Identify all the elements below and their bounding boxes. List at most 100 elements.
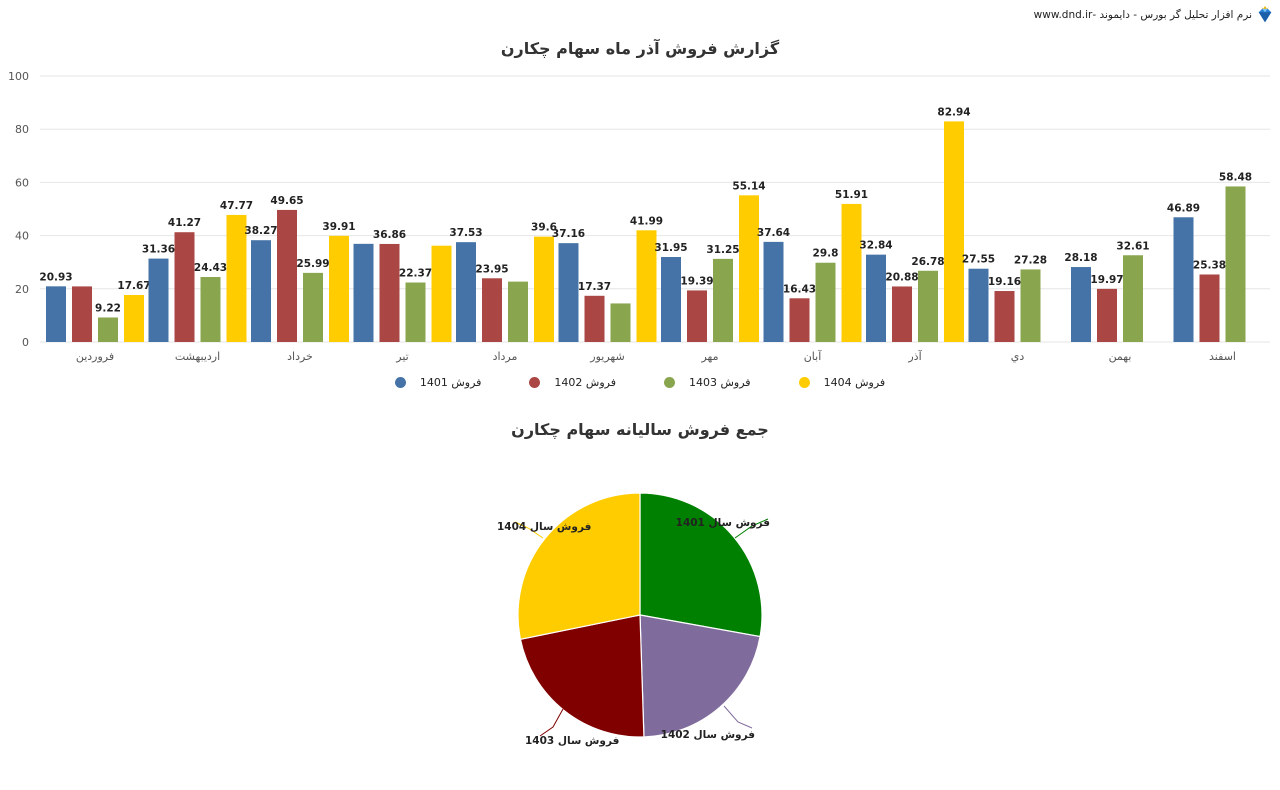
bar[interactable] bbox=[892, 286, 912, 342]
x-category-label: دي bbox=[1011, 350, 1025, 363]
bar[interactable] bbox=[636, 230, 657, 342]
bar[interactable] bbox=[251, 240, 271, 342]
bar-value-label: 23.95 bbox=[475, 263, 508, 275]
bar[interactable] bbox=[46, 286, 66, 342]
bar[interactable] bbox=[72, 286, 92, 342]
bar[interactable] bbox=[98, 317, 118, 342]
bar[interactable] bbox=[174, 232, 195, 342]
bar-value-label: 37.64 bbox=[757, 227, 790, 239]
bar-value-label: 26.78 bbox=[911, 256, 944, 268]
x-category-label: خرداد bbox=[287, 350, 313, 363]
pie-slice-label: فروش سال 1401 bbox=[676, 517, 770, 529]
bar[interactable] bbox=[200, 277, 221, 342]
x-category-label: آبان bbox=[804, 349, 822, 363]
y-tick-label: 40 bbox=[15, 230, 29, 243]
bar[interactable] bbox=[456, 242, 476, 342]
pie-slice[interactable] bbox=[639, 492, 763, 638]
bar-value-label: 9.22 bbox=[95, 302, 121, 314]
pie-slice-label: فروش سال 1404 bbox=[497, 521, 591, 533]
bar[interactable] bbox=[713, 258, 733, 342]
legend-label: فروش 1402 bbox=[554, 376, 616, 389]
x-category-label: اردیبهشت bbox=[175, 350, 220, 363]
bar[interactable] bbox=[558, 243, 579, 342]
bar[interactable] bbox=[815, 262, 836, 342]
bar[interactable] bbox=[1199, 274, 1220, 342]
bar[interactable] bbox=[303, 272, 323, 342]
bar[interactable] bbox=[1020, 269, 1041, 342]
bar-value-label: 39.6 bbox=[531, 222, 557, 234]
bar[interactable] bbox=[482, 278, 502, 342]
legend-label: فروش 1404 bbox=[823, 376, 886, 389]
bar-value-label: 36.86 bbox=[373, 229, 406, 241]
bar-value-label: 20.93 bbox=[39, 271, 72, 283]
bar-value-label: 47.77 bbox=[220, 200, 253, 212]
bar-chart-title: گزارش فروش آذر ماه سهام چکارن bbox=[500, 39, 780, 58]
legend-dot-icon bbox=[664, 377, 675, 388]
bar-value-label: 22.37 bbox=[399, 267, 432, 279]
bar[interactable] bbox=[866, 254, 886, 342]
bar[interactable] bbox=[918, 270, 938, 342]
bar-value-label: 19.97 bbox=[1090, 274, 1123, 286]
bar-value-label: 16.43 bbox=[783, 283, 816, 295]
bar[interactable] bbox=[610, 303, 631, 342]
legend-dot-icon bbox=[798, 377, 810, 388]
pie-slice[interactable] bbox=[517, 492, 641, 641]
bar-value-label: 29.8 bbox=[813, 248, 839, 260]
bar[interactable] bbox=[353, 243, 374, 342]
bar[interactable] bbox=[789, 298, 810, 342]
bar-value-label: 19.39 bbox=[680, 275, 713, 287]
bar[interactable] bbox=[687, 290, 707, 342]
bar[interactable] bbox=[994, 291, 1015, 342]
bar[interactable] bbox=[508, 281, 528, 342]
bar[interactable] bbox=[968, 268, 989, 342]
y-tick-label: 0 bbox=[22, 336, 29, 349]
pie-chart-title: جمع فروش سالیانه سهام چکارن bbox=[511, 420, 769, 439]
legend-dot-icon bbox=[394, 377, 406, 388]
bar-value-label: 17.37 bbox=[578, 281, 611, 293]
pie-slice[interactable] bbox=[639, 614, 761, 738]
bar[interactable] bbox=[124, 294, 144, 342]
bar-value-label: 46.89 bbox=[1167, 202, 1200, 214]
bar[interactable] bbox=[841, 203, 862, 342]
bar[interactable] bbox=[379, 243, 400, 342]
legend-dot-icon bbox=[529, 377, 541, 388]
legend-item[interactable]: فروش 1401 bbox=[394, 376, 482, 389]
bar-value-label: 39.91 bbox=[322, 221, 355, 233]
bar[interactable] bbox=[405, 282, 426, 342]
bar[interactable] bbox=[763, 241, 784, 342]
legend-item[interactable]: فروش 1403 bbox=[664, 376, 751, 389]
bar[interactable] bbox=[534, 236, 554, 342]
bar-value-label: 27.55 bbox=[962, 254, 995, 266]
bar[interactable] bbox=[661, 257, 681, 342]
bar[interactable] bbox=[1225, 186, 1246, 342]
bar[interactable] bbox=[584, 295, 605, 342]
bar-value-label: 31.95 bbox=[654, 242, 687, 254]
bar[interactable] bbox=[277, 209, 297, 342]
legend-item[interactable]: فروش 1404 bbox=[798, 376, 886, 389]
bar-value-label: 49.65 bbox=[270, 195, 303, 207]
bar[interactable] bbox=[1173, 217, 1194, 342]
pie-leader-line bbox=[539, 708, 564, 737]
bar[interactable] bbox=[148, 258, 169, 342]
pie-leader-line bbox=[734, 518, 769, 539]
bar[interactable] bbox=[1123, 255, 1143, 342]
bar[interactable] bbox=[226, 214, 247, 342]
bar[interactable] bbox=[431, 245, 452, 342]
pie-slice-label: فروش سال 1403 bbox=[525, 735, 619, 747]
bar[interactable] bbox=[739, 195, 759, 342]
bar[interactable] bbox=[1097, 288, 1117, 342]
brand-text: نرم افزار تحلیل گر بورس - دایموند -www.d… bbox=[1033, 9, 1252, 21]
pie-leader-line bbox=[723, 705, 753, 729]
x-category-label: فروردین bbox=[76, 350, 114, 363]
bar-value-label: 31.25 bbox=[706, 244, 739, 256]
legend-item[interactable]: فروش 1402 bbox=[529, 376, 616, 389]
x-category-label: مرداد bbox=[493, 350, 518, 363]
bar-value-label: 41.27 bbox=[168, 217, 201, 229]
bar[interactable] bbox=[1071, 267, 1091, 342]
bar[interactable] bbox=[329, 235, 349, 342]
bar-value-label: 58.48 bbox=[1219, 171, 1252, 183]
bar-value-label: 25.99 bbox=[296, 258, 329, 270]
pie-slice[interactable] bbox=[519, 614, 645, 738]
bar[interactable] bbox=[944, 121, 964, 342]
legend-label: فروش 1401 bbox=[419, 376, 482, 389]
